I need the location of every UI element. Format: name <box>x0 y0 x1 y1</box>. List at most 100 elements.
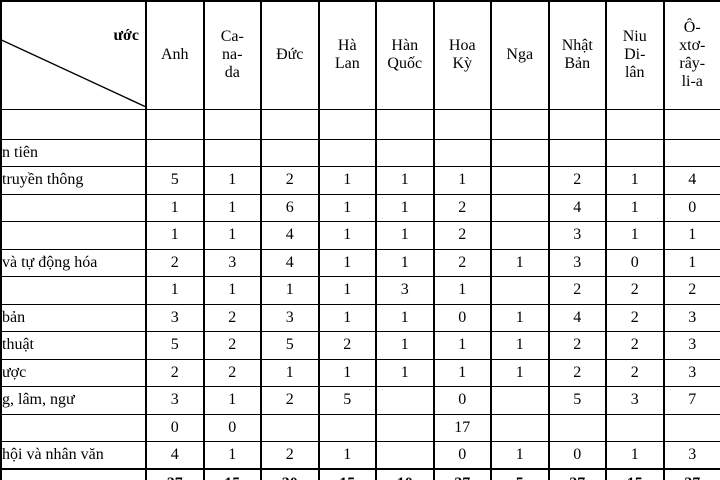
data-cell[interactable]: 2 <box>547 166 607 195</box>
data-cell[interactable]: 3 <box>260 303 320 332</box>
data-cell[interactable]: 1 <box>375 221 435 250</box>
data-cell[interactable]: 2 <box>202 358 262 387</box>
data-cell[interactable]: 0 <box>605 248 665 277</box>
data-cell[interactable]: 1 <box>432 331 492 360</box>
data-cell[interactable]: 2 <box>432 193 492 222</box>
column-header-canada[interactable]: Ca- na- da <box>202 0 262 110</box>
data-cell[interactable]: 6 <box>260 193 320 222</box>
data-cell[interactable]: 1 <box>260 358 320 387</box>
data-cell[interactable]: 3 <box>662 303 720 332</box>
data-cell[interactable]: 5 <box>145 166 205 195</box>
data-cell[interactable]: 1 <box>490 441 550 470</box>
data-cell[interactable]: 1 <box>375 193 435 222</box>
data-cell[interactable] <box>490 221 550 250</box>
data-cell[interactable]: 1 <box>317 166 377 195</box>
data-cell[interactable] <box>490 386 550 415</box>
data-cell[interactable]: 3 <box>145 303 205 332</box>
data-cell[interactable]: 2 <box>432 248 492 277</box>
data-cell[interactable]: 1 <box>375 303 435 332</box>
data-cell[interactable]: 0 <box>432 386 492 415</box>
data-cell[interactable]: 1 <box>605 221 665 250</box>
data-cell[interactable]: 1 <box>432 166 492 195</box>
data-cell[interactable]: 1 <box>432 358 492 387</box>
data-cell[interactable] <box>375 386 435 415</box>
data-cell[interactable]: 1 <box>432 276 492 305</box>
data-cell[interactable]: 0 <box>145 413 205 442</box>
data-cell[interactable] <box>145 138 205 167</box>
data-cell[interactable]: 4 <box>260 248 320 277</box>
data-cell[interactable]: 1 <box>317 193 377 222</box>
data-cell[interactable]: 1 <box>317 276 377 305</box>
data-cell[interactable]: 2 <box>145 248 205 277</box>
data-cell[interactable] <box>547 138 607 167</box>
column-header-anh[interactable]: Anh <box>145 0 205 110</box>
data-cell[interactable] <box>260 413 320 442</box>
data-cell[interactable]: 1 <box>317 303 377 332</box>
data-cell[interactable] <box>432 108 492 140</box>
data-cell[interactable]: 3 <box>662 441 720 470</box>
data-cell[interactable] <box>605 138 665 167</box>
data-cell[interactable]: 2 <box>605 331 665 360</box>
data-cell[interactable] <box>375 138 435 167</box>
data-cell[interactable] <box>317 138 377 167</box>
data-cell[interactable] <box>375 441 435 470</box>
data-cell[interactable]: 1 <box>202 193 262 222</box>
data-cell[interactable] <box>547 108 607 140</box>
data-cell[interactable] <box>662 138 720 167</box>
data-cell[interactable]: 1 <box>317 441 377 470</box>
data-cell[interactable]: 1 <box>375 358 435 387</box>
data-cell[interactable]: 1 <box>317 248 377 277</box>
data-cell[interactable]: 2 <box>662 276 720 305</box>
data-cell[interactable]: 2 <box>605 303 665 332</box>
column-header-hoa-ky[interactable]: Hoa Kỳ <box>432 0 492 110</box>
data-cell[interactable]: 1 <box>145 193 205 222</box>
data-cell[interactable] <box>490 138 550 167</box>
data-cell[interactable] <box>260 138 320 167</box>
data-cell[interactable] <box>432 138 492 167</box>
column-header-niu-di-lan[interactable]: Niu Di- lân <box>605 0 665 110</box>
data-cell[interactable]: 2 <box>605 358 665 387</box>
data-cell[interactable]: 5 <box>547 386 607 415</box>
data-cell[interactable]: 5 <box>145 331 205 360</box>
data-cell[interactable] <box>375 108 435 140</box>
data-cell[interactable] <box>202 138 262 167</box>
data-cell[interactable]: 1 <box>202 386 262 415</box>
data-cell[interactable] <box>662 108 720 140</box>
data-cell[interactable]: 3 <box>547 221 607 250</box>
data-cell[interactable] <box>490 193 550 222</box>
data-cell[interactable]: 1 <box>605 193 665 222</box>
data-cell[interactable]: 4 <box>662 166 720 195</box>
data-cell[interactable]: 5 <box>260 331 320 360</box>
data-cell[interactable] <box>490 108 550 140</box>
data-cell[interactable]: 5 <box>317 386 377 415</box>
data-cell[interactable] <box>547 413 607 442</box>
data-cell[interactable]: 2 <box>547 276 607 305</box>
data-cell[interactable] <box>605 413 665 442</box>
data-cell[interactable] <box>317 413 377 442</box>
data-cell[interactable]: 2 <box>547 358 607 387</box>
data-cell[interactable]: 1 <box>202 441 262 470</box>
data-cell[interactable] <box>605 108 665 140</box>
data-cell[interactable]: 2 <box>145 358 205 387</box>
data-cell[interactable] <box>202 108 262 140</box>
data-cell[interactable] <box>260 108 320 140</box>
data-cell[interactable] <box>490 166 550 195</box>
data-cell[interactable]: 1 <box>662 221 720 250</box>
data-cell[interactable] <box>662 413 720 442</box>
data-cell[interactable]: 1 <box>317 221 377 250</box>
data-cell[interactable]: 1 <box>317 358 377 387</box>
data-cell[interactable]: 3 <box>662 331 720 360</box>
data-cell[interactable]: 2 <box>605 276 665 305</box>
data-cell[interactable]: 2 <box>260 441 320 470</box>
data-cell[interactable]: 0 <box>547 441 607 470</box>
data-cell[interactable]: 4 <box>547 193 607 222</box>
data-cell[interactable]: 0 <box>202 413 262 442</box>
data-cell[interactable]: 1 <box>202 276 262 305</box>
data-cell[interactable]: 1 <box>490 248 550 277</box>
data-cell[interactable]: 3 <box>202 248 262 277</box>
data-cell[interactable]: 2 <box>547 331 607 360</box>
data-cell[interactable]: 3 <box>145 386 205 415</box>
data-cell[interactable]: 2 <box>432 221 492 250</box>
data-cell[interactable]: 1 <box>202 221 262 250</box>
data-cell[interactable]: 1 <box>375 248 435 277</box>
